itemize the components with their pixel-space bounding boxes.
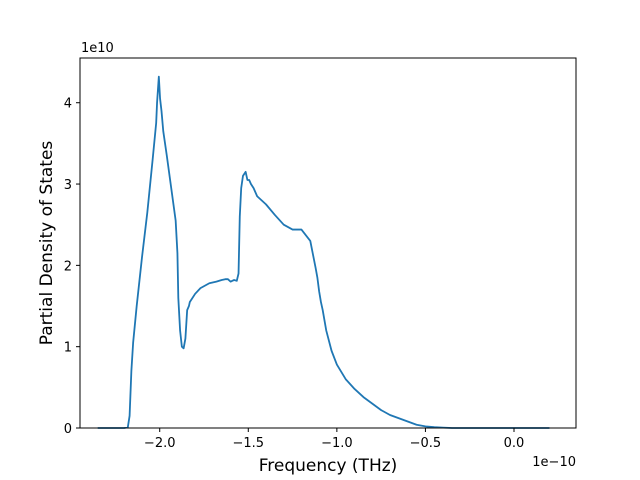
- pdos-series-line: [97, 75, 550, 429]
- y-offset-label: 1e10: [81, 41, 114, 56]
- series-layer: [97, 75, 550, 429]
- y-tick-label: 0: [64, 422, 72, 437]
- x-tick-label: −1.5: [232, 436, 264, 451]
- x-tick-label: −2.0: [144, 436, 176, 451]
- x-offset-label: 1e−10: [532, 455, 576, 470]
- x-tick-label: 0.0: [504, 436, 525, 451]
- x-axis: −2.0 −1.5 −1.0 −0.5 0.0: [144, 428, 524, 451]
- y-tick-label: 3: [64, 178, 72, 193]
- plot-frame: [79, 57, 577, 429]
- y-axis-label: Partial Density of States: [37, 141, 57, 346]
- y-tick-label: 4: [64, 97, 72, 112]
- y-tick-label: 2: [64, 259, 72, 274]
- y-tick-label: 1: [64, 341, 72, 356]
- x-tick-label: −0.5: [410, 436, 442, 451]
- x-axis-label: Frequency (THz): [259, 456, 398, 476]
- y-axis: 0 1 2 3 4: [64, 97, 80, 437]
- x-tick-label: −1.0: [321, 436, 353, 451]
